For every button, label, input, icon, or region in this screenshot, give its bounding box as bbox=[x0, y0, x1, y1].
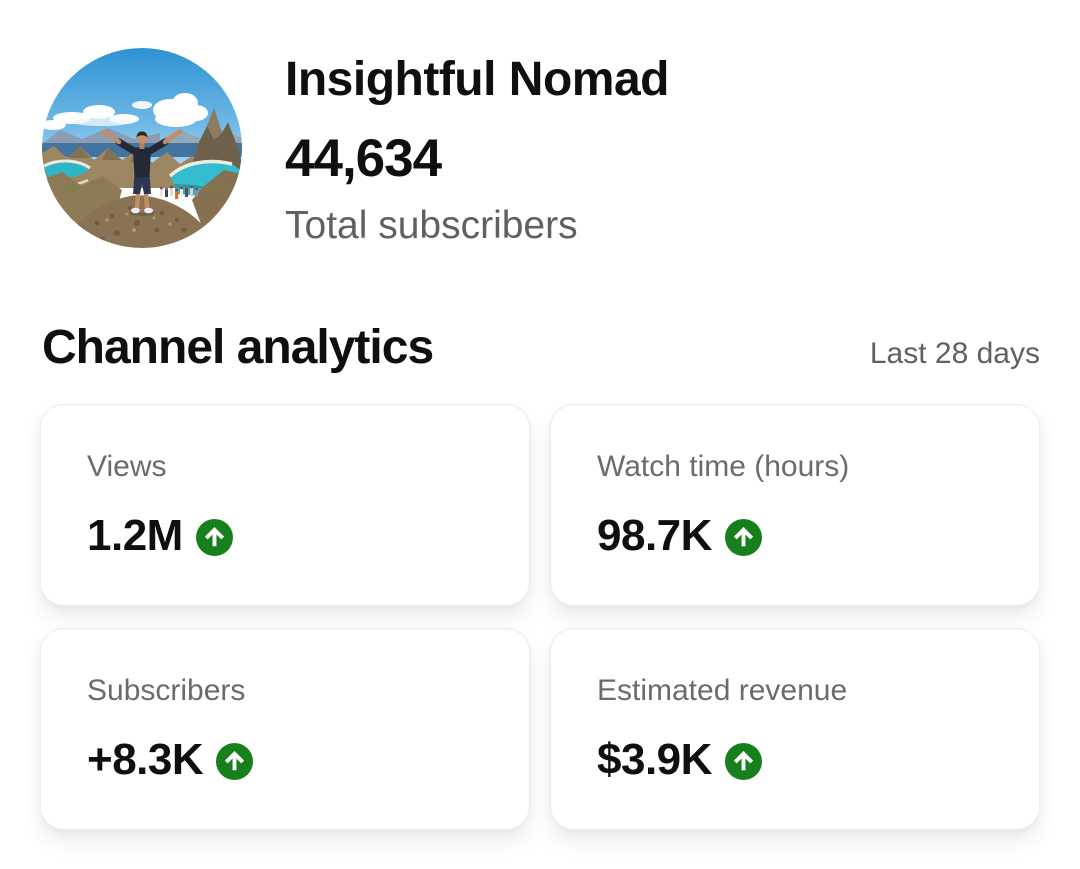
card-label: Views bbox=[87, 450, 167, 483]
trend-up-icon bbox=[724, 743, 762, 780]
card-label: Subscribers bbox=[87, 674, 246, 707]
subscriber-count: 44,634 bbox=[285, 129, 442, 188]
card-value: +8.3K bbox=[87, 735, 204, 784]
trend-up-icon bbox=[216, 743, 254, 780]
analytics-card-watch-time[interactable]: Watch time (hours) 98.7K bbox=[550, 404, 1040, 606]
section-header: Channel analytics Last 28 days bbox=[42, 320, 1040, 376]
trend-up-icon bbox=[724, 519, 762, 556]
card-value: $3.9K bbox=[597, 735, 712, 784]
channel-avatar bbox=[42, 48, 242, 248]
channel-analytics-title: Channel analytics bbox=[42, 321, 434, 374]
card-value: 1.2M bbox=[87, 511, 183, 560]
avatar-photo-illustration bbox=[42, 48, 242, 248]
card-value-row: +8.3K bbox=[87, 734, 489, 786]
analytics-card-views[interactable]: Views 1.2M bbox=[40, 404, 530, 606]
channel-name: Insightful Nomad bbox=[285, 53, 669, 106]
card-label: Watch time (hours) bbox=[597, 450, 850, 483]
channel-analytics-section: Channel analytics Last 28 days Views 1.2… bbox=[0, 320, 1080, 830]
channel-header: Insightful Nomad 44,634 Total subscriber… bbox=[42, 48, 1040, 249]
analytics-card-estimated-revenue[interactable]: Estimated revenue $3.9K bbox=[550, 628, 1040, 830]
card-label: Estimated revenue bbox=[597, 674, 848, 707]
analytics-card-subscribers[interactable]: Subscribers +8.3K bbox=[40, 628, 530, 830]
analytics-cards-grid: Views 1.2M Watch time (hours) 98.7K bbox=[40, 404, 1040, 830]
date-range-label: Last 28 days bbox=[869, 337, 1040, 370]
card-value: 98.7K bbox=[597, 511, 712, 560]
channel-header-text: Insightful Nomad 44,634 Total subscriber… bbox=[285, 48, 669, 249]
trend-up-icon bbox=[195, 519, 233, 556]
subscriber-count-label: Total subscribers bbox=[285, 204, 578, 247]
card-value-row: 1.2M bbox=[87, 510, 489, 562]
card-value-row: $3.9K bbox=[597, 734, 999, 786]
card-value-row: 98.7K bbox=[597, 510, 999, 562]
analytics-page: Insightful Nomad 44,634 Total subscriber… bbox=[0, 48, 1080, 830]
